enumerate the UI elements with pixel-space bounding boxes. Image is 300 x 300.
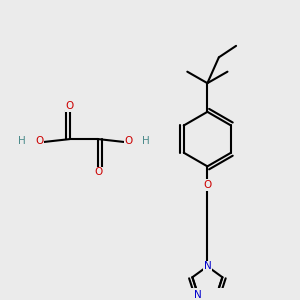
Text: O: O	[35, 136, 44, 146]
Text: H: H	[142, 136, 150, 146]
Text: N: N	[203, 261, 211, 272]
Text: O: O	[203, 180, 211, 190]
Text: H: H	[18, 136, 26, 146]
Text: N: N	[194, 290, 202, 300]
Text: O: O	[65, 101, 74, 111]
Text: O: O	[124, 136, 133, 146]
Text: O: O	[94, 167, 103, 177]
